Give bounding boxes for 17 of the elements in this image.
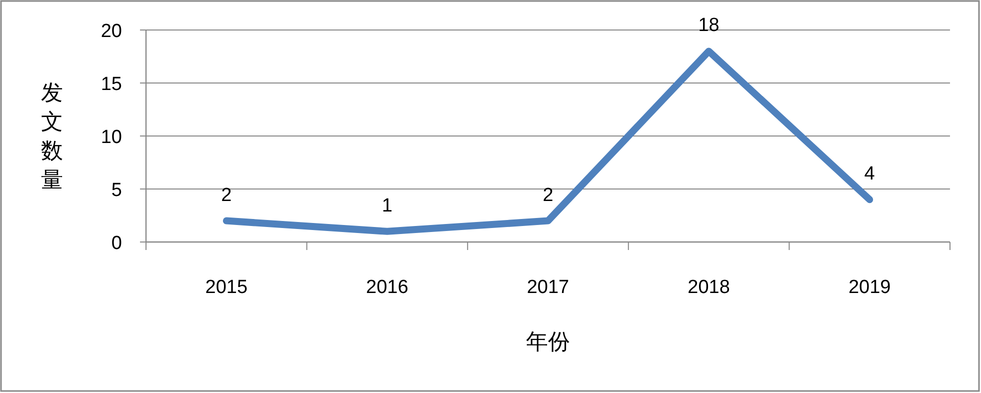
data-label: 4 bbox=[864, 164, 876, 185]
x-tick-label: 2019 bbox=[848, 277, 891, 298]
y-tick-label: 20 bbox=[100, 21, 122, 42]
data-label: 1 bbox=[382, 195, 392, 216]
x-tick-label: 2018 bbox=[688, 277, 730, 298]
y-tick-label: 15 bbox=[100, 74, 122, 95]
data-label: 18 bbox=[698, 15, 720, 36]
x-tick-label: 2015 bbox=[205, 277, 248, 298]
x-tick-label: 2017 bbox=[526, 277, 570, 298]
x-axis-title: 年份 bbox=[526, 329, 570, 354]
x-tick-label: 2016 bbox=[366, 277, 408, 298]
y-tick-label: 0 bbox=[111, 233, 122, 254]
y-axis-title: 发文数量 bbox=[41, 80, 63, 192]
y-tick-label: 5 bbox=[111, 180, 122, 201]
data-label: 2 bbox=[542, 184, 554, 206]
data-label: 2 bbox=[221, 184, 232, 206]
y-tick-label: 10 bbox=[100, 127, 122, 148]
